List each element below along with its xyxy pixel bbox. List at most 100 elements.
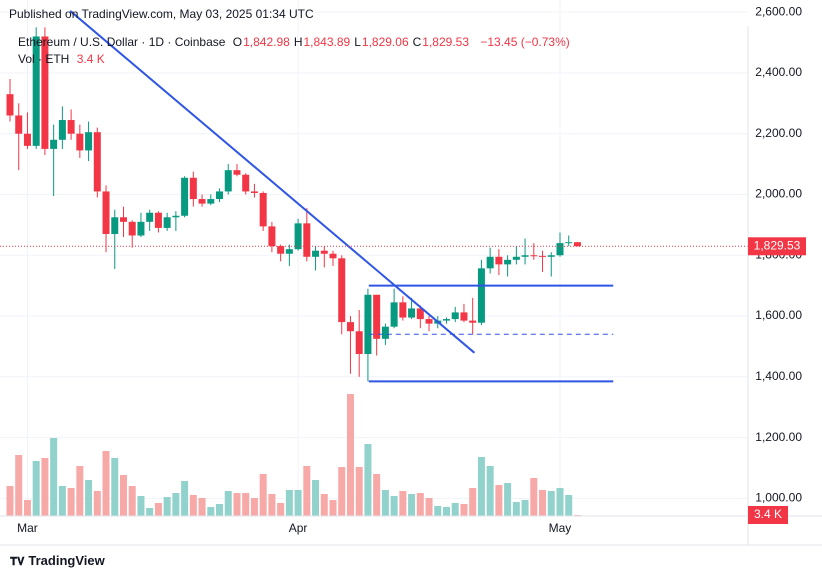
candle-body	[102, 191, 110, 234]
candle-body	[128, 221, 136, 236]
candle-body	[486, 256, 494, 269]
candle-body	[207, 199, 215, 204]
candle-body	[530, 255, 538, 257]
volume-bar	[198, 498, 206, 516]
volume-bar	[416, 493, 424, 516]
brand: 𝐓𝐕 TradingView	[10, 553, 105, 569]
volume-bar	[163, 497, 171, 516]
candle-body	[268, 226, 276, 247]
candle-body	[259, 192, 267, 227]
volume-bar	[469, 488, 477, 516]
candle-body	[556, 243, 564, 256]
volume-bar	[233, 493, 241, 516]
candle-body	[146, 212, 154, 222]
symbol: Ethereum / U.S. Dollar · 1D · Coinbase	[18, 35, 226, 49]
y-tick-label: 1,400.00	[755, 369, 802, 383]
candle-body	[181, 177, 189, 216]
volume-bar	[76, 466, 84, 516]
volume-bar	[504, 483, 512, 516]
volume-bar	[303, 466, 311, 516]
volume-bar	[277, 503, 285, 516]
volume-bar	[32, 461, 40, 516]
brand-icon: 𝐓𝐕	[10, 556, 25, 568]
volume-bar	[50, 438, 58, 516]
ohlc-label: L	[354, 35, 361, 49]
volume-bar	[216, 504, 224, 516]
candle-body	[50, 139, 58, 149]
ohlc-label: H	[293, 35, 303, 49]
volume-bar	[530, 478, 538, 516]
candle-body	[294, 223, 302, 250]
candle-body	[346, 322, 354, 332]
volume-bar	[512, 502, 520, 516]
volume-bar	[320, 494, 328, 516]
candle-body	[512, 256, 520, 260]
candle-body	[250, 191, 258, 193]
candle-body	[163, 217, 171, 228]
y-tick-label: 1,200.00	[755, 430, 802, 444]
candle-body	[111, 217, 119, 234]
price-tag: 1,829.53	[754, 238, 801, 252]
candle-body	[58, 120, 66, 140]
y-tick-label: 1,000.00	[755, 491, 802, 505]
candle-body	[224, 170, 232, 192]
volume-bar	[181, 481, 189, 516]
volume-bar	[6, 486, 14, 516]
candle-body	[451, 312, 459, 320]
candle-body	[408, 308, 416, 318]
volume-bar	[312, 480, 320, 516]
volume-bar	[85, 480, 93, 516]
candle-body	[477, 268, 485, 323]
volume-bar	[15, 455, 23, 516]
volume-bar	[41, 458, 49, 516]
candle-body	[93, 132, 101, 192]
candle-body	[303, 223, 311, 257]
candle-body	[495, 256, 503, 265]
volume-bar	[146, 508, 154, 516]
volume-bar	[111, 458, 119, 516]
ohlc-value: 1,829.53	[422, 35, 470, 49]
ohlc-value: 1,829.06	[361, 35, 409, 49]
candle-body	[399, 302, 407, 318]
volume-bar	[477, 457, 485, 516]
volume-bar	[338, 467, 346, 516]
candle-body	[15, 115, 23, 134]
candle-body	[504, 259, 512, 265]
volume-bar	[539, 490, 547, 516]
candle-body	[198, 199, 206, 204]
volume-bar	[285, 490, 293, 516]
y-tick-label: 2,600.00	[755, 4, 802, 18]
candle-body	[312, 250, 320, 257]
header: Published on TradingView.com, May 03, 20…	[9, 7, 314, 21]
volume-tag-bg	[748, 506, 788, 524]
candle-body	[137, 221, 145, 236]
volume-tag: 3.4 K	[754, 507, 782, 521]
volume-bar	[128, 486, 136, 516]
volume-legend: Vol · ETH 3.4 K	[18, 52, 109, 66]
grid	[0, 0, 748, 516]
volume-bar	[102, 451, 110, 516]
candles	[6, 27, 581, 382]
volume-bar	[242, 493, 250, 516]
candle-body	[23, 133, 31, 146]
candle-body	[285, 249, 293, 254]
axes: 1,000.001,200.001,400.001,600.001,800.00…	[0, 4, 822, 546]
volume-bar	[434, 506, 442, 516]
volume-bar	[556, 488, 564, 516]
volume-label: Vol · ETH	[18, 52, 70, 66]
volume-bar	[58, 486, 66, 516]
candle-body	[573, 242, 581, 247]
volume-bar	[172, 493, 180, 516]
candle-body	[329, 253, 337, 259]
candle-body	[242, 174, 250, 192]
volume-bar	[408, 494, 416, 516]
volume-bar	[329, 500, 337, 516]
volume-bar	[23, 500, 31, 516]
volume-bar	[364, 444, 372, 516]
volume-bar	[67, 488, 75, 516]
brand-text: TradingView	[28, 553, 105, 568]
volume-bar	[294, 490, 302, 516]
candle-body	[277, 246, 285, 254]
volume-bar	[521, 500, 529, 516]
volume-bar	[137, 496, 145, 516]
